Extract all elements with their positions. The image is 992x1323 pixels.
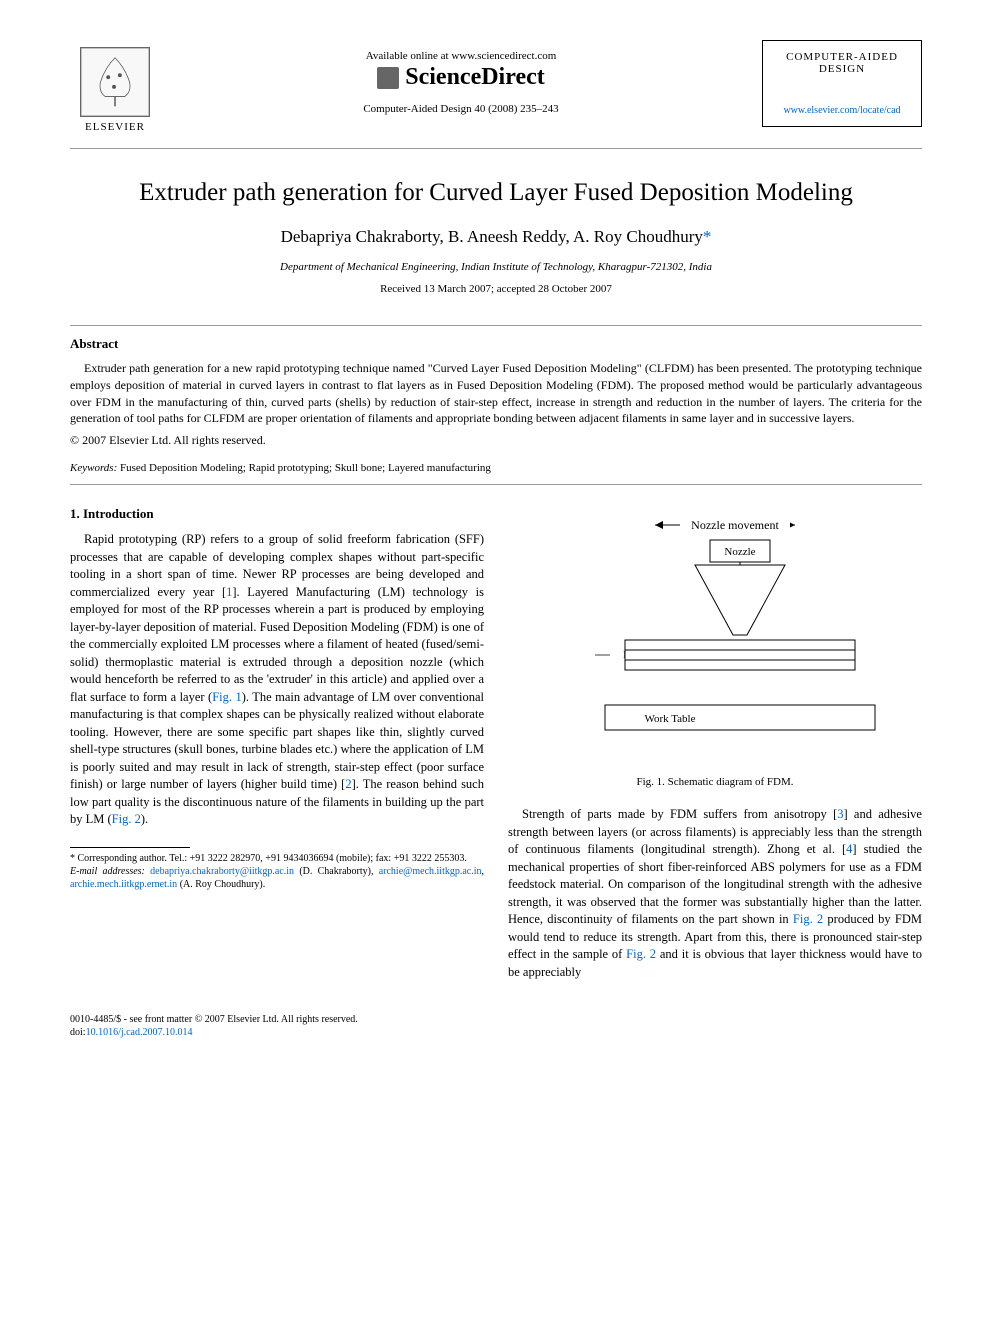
fig1-nozzle-label: Nozzle bbox=[724, 546, 755, 558]
figure-1-svg: Nozzle movement Nozzle Filament layers bbox=[508, 505, 922, 765]
email-sep: , bbox=[482, 866, 485, 877]
doi-label: doi: bbox=[70, 1027, 86, 1038]
keywords-text: Fused Deposition Modeling; Rapid prototy… bbox=[117, 462, 491, 474]
available-online-text: Available online at www.sciencedirect.co… bbox=[160, 50, 762, 62]
right-column: Nozzle movement Nozzle Filament layers bbox=[508, 505, 922, 983]
center-header: Available online at www.sciencedirect.co… bbox=[160, 40, 762, 115]
email-label: E-mail addresses: bbox=[70, 866, 145, 877]
section-1-heading: 1. Introduction bbox=[70, 505, 484, 523]
abstract-copyright: © 2007 Elsevier Ltd. All rights reserved… bbox=[70, 433, 922, 448]
intro-paragraph: Rapid prototyping (RP) refers to a group… bbox=[70, 531, 484, 829]
journal-name: COMPUTER-AIDED DESIGN bbox=[771, 51, 913, 75]
email-line: E-mail addresses: debapriya.chakraborty@… bbox=[70, 865, 484, 891]
abstract-text: Extruder path generation for a new rapid… bbox=[70, 360, 922, 427]
authors-line: Debapriya Chakraborty, B. Aneesh Reddy, … bbox=[70, 227, 922, 247]
fig-2-ref-link[interactable]: Fig. 2 bbox=[112, 812, 141, 826]
corr-author-info: * Corresponding author. Tel.: +91 3222 2… bbox=[70, 852, 484, 865]
email-2[interactable]: archie@mech.iitkgp.ac.in bbox=[379, 866, 482, 877]
email-author-1: (D. Chakraborty), bbox=[294, 866, 379, 877]
fig1-worktable-label: Work Table bbox=[645, 713, 696, 725]
figure-1: Nozzle movement Nozzle Filament layers bbox=[508, 505, 922, 790]
elsevier-text: ELSEVIER bbox=[85, 121, 145, 133]
header-row: ELSEVIER Available online at www.science… bbox=[70, 40, 922, 140]
bottom-info: 0010-4485/$ - see front matter © 2007 El… bbox=[70, 1013, 922, 1039]
keywords-label: Keywords: bbox=[70, 462, 117, 474]
elsevier-tree-icon bbox=[80, 47, 150, 117]
col2-paragraph: Strength of parts made by FDM suffers fr… bbox=[508, 806, 922, 981]
journal-box: COMPUTER-AIDED DESIGN www.elsevier.com/l… bbox=[762, 40, 922, 127]
fig1-nozzle-movement-label: Nozzle movement bbox=[691, 518, 779, 532]
doi-line: doi:10.1016/j.cad.2007.10.014 bbox=[70, 1026, 922, 1039]
authors-text: Debapriya Chakraborty, B. Aneesh Reddy, … bbox=[281, 227, 703, 246]
email-author-2: (A. Roy Choudhury). bbox=[177, 879, 265, 890]
journal-link[interactable]: www.elsevier.com/locate/cad bbox=[771, 105, 913, 116]
email-1[interactable]: debapriya.chakraborty@iitkgp.ac.in bbox=[150, 866, 294, 877]
fig-2-ref-link-3[interactable]: Fig. 2 bbox=[626, 947, 656, 961]
sciencedirect-logo: ScienceDirect bbox=[160, 64, 762, 91]
figure-1-caption: Fig. 1. Schematic diagram of FDM. bbox=[508, 775, 922, 790]
article-title: Extruder path generation for Curved Laye… bbox=[70, 179, 922, 207]
fig-1-ref-link[interactable]: Fig. 1 bbox=[212, 690, 242, 704]
left-column: 1. Introduction Rapid prototyping (RP) r… bbox=[70, 505, 484, 983]
two-column-body: 1. Introduction Rapid prototyping (RP) r… bbox=[70, 505, 922, 983]
abstract-top-rule bbox=[70, 325, 922, 326]
corresponding-footnote: * Corresponding author. Tel.: +91 3222 2… bbox=[70, 852, 484, 891]
email-3[interactable]: archie.mech.iitkgp.ernet.in bbox=[70, 879, 177, 890]
sciencedirect-text: ScienceDirect bbox=[405, 64, 545, 91]
abstract-bottom-rule bbox=[70, 484, 922, 485]
journal-reference: Computer-Aided Design 40 (2008) 235–243 bbox=[160, 103, 762, 115]
doi-link[interactable]: 10.1016/j.cad.2007.10.014 bbox=[86, 1027, 193, 1038]
abstract-body: Extruder path generation for a new rapid… bbox=[70, 361, 922, 425]
p1-e: ). bbox=[141, 812, 148, 826]
footnote-separator bbox=[70, 847, 190, 848]
front-matter-line: 0010-4485/$ - see front matter © 2007 El… bbox=[70, 1013, 922, 1026]
affiliation: Department of Mechanical Engineering, In… bbox=[70, 261, 922, 273]
abstract-heading: Abstract bbox=[70, 336, 922, 352]
elsevier-logo: ELSEVIER bbox=[70, 40, 160, 140]
c2-a: Strength of parts made by FDM suffers fr… bbox=[522, 807, 837, 821]
p1-b: ]. Layered Manufacturing (LM) technology… bbox=[70, 585, 484, 704]
page-container: ELSEVIER Available online at www.science… bbox=[0, 0, 992, 1079]
article-dates: Received 13 March 2007; accepted 28 Octo… bbox=[70, 283, 922, 295]
header-divider bbox=[70, 148, 922, 149]
sciencedirect-icon bbox=[377, 67, 399, 89]
keywords-line: Keywords: Fused Deposition Modeling; Rap… bbox=[70, 462, 922, 474]
fig-2-ref-link-2[interactable]: Fig. 2 bbox=[793, 912, 823, 926]
corresponding-mark: * bbox=[703, 227, 712, 246]
